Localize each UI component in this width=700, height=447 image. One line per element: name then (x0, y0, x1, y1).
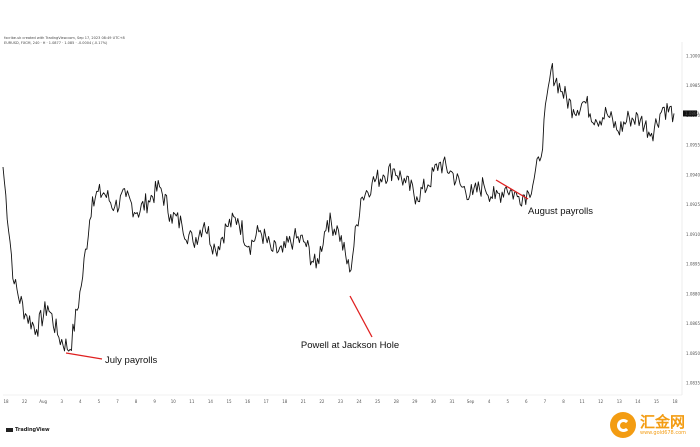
x-tick-label: 15 (654, 399, 660, 404)
y-tick-label: 1.0985 (686, 83, 700, 88)
x-tick-label: 4 (79, 399, 82, 404)
annotation-label: August payrolls (528, 206, 593, 217)
annotation-label: July payrolls (105, 355, 158, 366)
x-tick-label: 31 (449, 399, 455, 404)
y-tick-label: 1.0955 (686, 143, 700, 148)
x-tick-label: 12 (598, 399, 604, 404)
last-price-label: 1.0860 (685, 111, 699, 116)
x-tick-label: 28 (394, 399, 400, 404)
y-axis: 1.10001.09851.09701.09551.09401.09251.09… (681, 42, 700, 395)
x-tick-label: 6 (525, 399, 528, 404)
annotation-layer: July payrolls Powell at Jackson Hole Augus… (65, 179, 593, 366)
x-tick-label: 18 (282, 399, 288, 404)
x-tick-label: 29 (412, 399, 418, 404)
last-price-badge (683, 110, 697, 117)
y-tick-label: 1.0940 (686, 172, 700, 177)
x-tick-label: 8 (562, 399, 565, 404)
x-tick-label: Aug (39, 399, 47, 404)
x-tick-label: 4 (488, 399, 491, 404)
x-tick-label: 30 (431, 399, 437, 404)
annotation-arrow (495, 179, 529, 200)
x-tick-label: 11 (189, 399, 195, 404)
watermark-logo-icon (610, 412, 636, 438)
chart-credit-line: fxcribe.uk created with TradingView.com,… (4, 36, 125, 40)
x-tick-label: 25 (375, 399, 381, 404)
x-tick-label: 9 (153, 399, 156, 404)
tradingview-logo-icon (6, 428, 13, 432)
x-tick-label: 17 (264, 399, 270, 404)
x-tick-label: 8 (135, 399, 138, 404)
tradingview-logo-text: TradingView (15, 427, 50, 433)
site-watermark: 汇金网 www.gold678.com (610, 406, 696, 444)
symbol-info-line: EURUSD, FXCM, 240 · H · 1.0877 · 1.085 ·… (4, 41, 108, 45)
x-tick-label: 21 (301, 399, 307, 404)
x-tick-label: Sep (467, 399, 475, 404)
y-tick-label: 1.0925 (686, 202, 700, 207)
x-tick-label: 23 (338, 399, 344, 404)
x-tick-label: 14 (635, 399, 641, 404)
annotation-arrow (349, 295, 373, 338)
x-tick-label: 11 (580, 399, 586, 404)
x-tick-label: 5 (98, 399, 101, 404)
x-tick-label: 14 (208, 399, 214, 404)
y-tick-label: 1.0865 (686, 321, 700, 326)
y-tick-label: 1.0835 (686, 381, 700, 386)
y-tick-label: 1.0880 (686, 291, 700, 296)
x-tick-label: 24 (357, 399, 363, 404)
watermark-url: www.gold678.com (640, 430, 687, 436)
x-tick-label: 13 (617, 399, 623, 404)
y-tick-label: 1.0910 (686, 232, 700, 237)
x-tick-label: 16 (245, 399, 251, 404)
x-axis: 18 22 Aug 3 4 5 7 8 9 10 11 14 15 16 17 18 21 22 23 24 25 28 2… (3, 394, 682, 404)
line-layer: 1.0860 (2, 63, 699, 352)
x-tick-label: 15 (226, 399, 232, 404)
x-tick-label: 7 (116, 399, 119, 404)
y-tick-label: 1.0895 (686, 262, 700, 267)
annotation-arrow (65, 352, 103, 360)
price-series-line (2, 63, 675, 352)
x-tick-label: 10 (171, 399, 177, 404)
x-tick-label: 3 (60, 399, 63, 404)
x-tick-label: 18 (672, 399, 678, 404)
tradingview-logo: TradingView (6, 427, 50, 433)
x-tick-label: 22 (319, 399, 325, 404)
y-tick-label: 1.0850 (686, 351, 700, 356)
annotation-label: Powell at Jackson Hole (301, 340, 399, 351)
x-tick-label: 5 (506, 399, 509, 404)
y-tick-label: 1.1000 (686, 53, 700, 58)
x-tick-label: 22 (22, 399, 28, 404)
x-tick-label: 18 (3, 399, 9, 404)
x-tick-label: 7 (544, 399, 547, 404)
watermark-text: 汇金网 (640, 413, 686, 431)
